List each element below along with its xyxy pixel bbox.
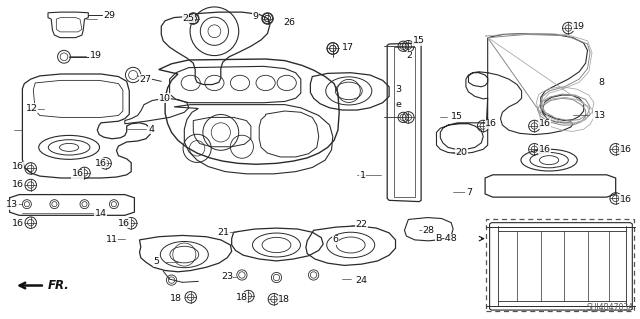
Text: 20: 20 [456, 148, 468, 157]
Text: 17: 17 [342, 43, 355, 52]
Text: 13: 13 [594, 111, 606, 120]
Text: 21: 21 [218, 228, 230, 237]
Text: 9: 9 [253, 12, 259, 21]
Text: 10: 10 [159, 94, 171, 103]
Text: 29: 29 [104, 11, 116, 20]
Text: 16: 16 [72, 169, 84, 178]
Text: 13: 13 [6, 200, 19, 209]
Text: 16: 16 [539, 145, 551, 154]
Text: 11: 11 [106, 235, 118, 244]
Text: SHJ4B4703A: SHJ4B4703A [586, 303, 634, 312]
Text: FR.: FR. [48, 279, 70, 292]
Text: 12: 12 [26, 104, 38, 113]
Text: 26: 26 [283, 19, 295, 27]
Bar [486, 219, 634, 311]
Text: 7: 7 [466, 188, 472, 197]
Text: 8: 8 [598, 78, 604, 87]
Text: 16: 16 [620, 145, 632, 154]
Text: 25: 25 [182, 14, 195, 23]
Text: 16: 16 [118, 219, 131, 228]
Text: 14: 14 [95, 209, 107, 218]
Text: 27: 27 [140, 75, 152, 84]
Text: 24: 24 [355, 276, 367, 285]
Text: 16: 16 [12, 162, 24, 171]
Text: 4: 4 [148, 125, 154, 134]
Text: 16: 16 [539, 119, 551, 128]
Text: 18: 18 [236, 293, 248, 302]
Bar [394, 47, 415, 197]
Text: 1: 1 [360, 171, 365, 180]
Text: 16: 16 [620, 195, 632, 204]
Text: 6: 6 [333, 235, 339, 244]
Text: 16: 16 [485, 119, 497, 128]
Text: 18: 18 [278, 295, 291, 304]
Text: 28: 28 [422, 226, 435, 235]
Text: 18: 18 [170, 294, 182, 303]
Text: 15: 15 [413, 36, 425, 45]
Text: 22: 22 [355, 220, 367, 229]
Text: 16: 16 [12, 219, 24, 228]
Text: 16: 16 [95, 159, 107, 168]
Text: 19: 19 [573, 22, 585, 31]
Text: e: e [396, 100, 401, 109]
Text: 16: 16 [12, 180, 24, 189]
Text: 19: 19 [90, 51, 102, 60]
Text: B-48: B-48 [435, 234, 457, 243]
Text: 2: 2 [406, 51, 412, 60]
Text: 3: 3 [396, 85, 402, 94]
Text: 5: 5 [154, 257, 159, 266]
Text: 15: 15 [451, 112, 463, 121]
Text: 23: 23 [221, 272, 233, 281]
